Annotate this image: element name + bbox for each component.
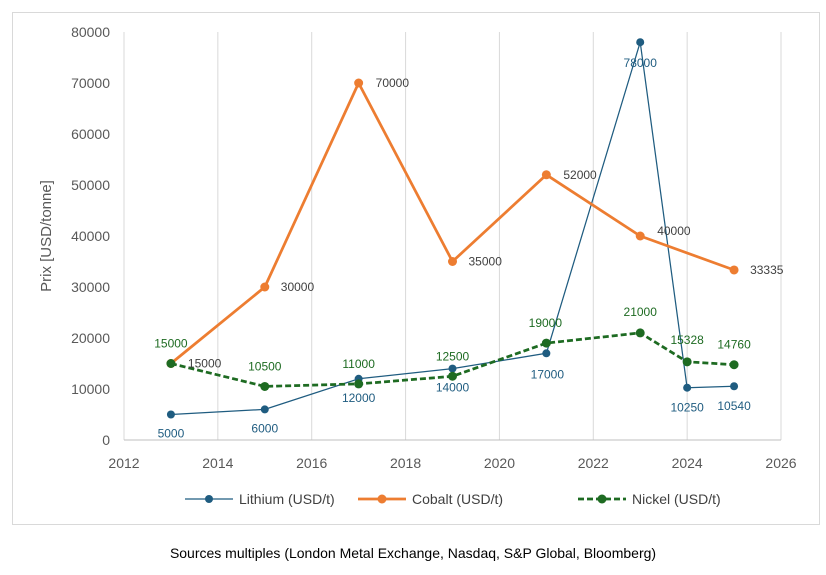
data-label: 52000 xyxy=(563,168,597,182)
data-point xyxy=(448,257,457,266)
x-tick-label: 2014 xyxy=(202,455,233,471)
legend-swatch-marker xyxy=(377,494,387,504)
data-label: 14760 xyxy=(717,338,751,352)
series-line xyxy=(170,331,735,388)
x-tick-label: 2026 xyxy=(765,455,796,471)
data-label: 10250 xyxy=(670,401,704,415)
legend-label: Cobalt (USD/t) xyxy=(412,491,503,507)
x-tick-label: 2016 xyxy=(296,455,327,471)
data-label-layer: 5000 6000 12000 14000 17000 78000 10250 10540 15… xyxy=(154,56,784,440)
data-label: 15000 xyxy=(188,357,222,371)
data-label: 70000 xyxy=(376,76,410,90)
data-point xyxy=(542,349,551,358)
y-tick-label: 50000 xyxy=(71,177,110,193)
legend-label: Lithium (USD/t) xyxy=(239,491,335,507)
y-tick-label: 0 xyxy=(102,432,110,448)
data-point xyxy=(166,359,176,368)
data-label: 15328 xyxy=(670,333,704,347)
data-point xyxy=(729,360,739,370)
legend-item: Lithium (USD/t) xyxy=(185,491,335,507)
y-tick-label: 20000 xyxy=(71,330,110,346)
legend-item: Nickel (USD/t) xyxy=(578,491,721,507)
data-label: 78000 xyxy=(624,56,658,70)
data-point xyxy=(354,78,364,88)
x-tick-label: 2022 xyxy=(578,455,609,471)
data-label: 15000 xyxy=(154,337,188,351)
x-tick-label: 2018 xyxy=(390,455,421,471)
data-point xyxy=(636,38,645,47)
legend-label: Nickel (USD/t) xyxy=(632,491,721,507)
data-label: 40000 xyxy=(657,224,691,238)
data-point xyxy=(260,282,270,292)
data-label: 12500 xyxy=(436,349,470,363)
x-tick-label: 2020 xyxy=(484,455,515,471)
data-label: 14000 xyxy=(436,381,470,395)
data-point xyxy=(260,405,269,414)
data-label: 12000 xyxy=(342,391,376,405)
x-tick-label: 2012 xyxy=(108,455,139,471)
series-layer xyxy=(166,38,739,419)
data-point xyxy=(729,265,739,275)
data-label: 5000 xyxy=(158,427,185,441)
chart-caption: Sources multiples (London Metal Exchange… xyxy=(169,545,657,561)
data-label: 17000 xyxy=(531,367,565,381)
legend-item: Cobalt (USD/t) xyxy=(358,491,503,507)
data-label: 6000 xyxy=(251,421,278,435)
y-tick-label: 10000 xyxy=(71,381,110,397)
axis-layer: 2012 2014 2016 2018 2020 2022 2024 2026 0 10000 20… xyxy=(71,24,797,471)
data-label: 35000 xyxy=(469,255,503,269)
data-point xyxy=(541,170,551,180)
data-point xyxy=(683,383,692,392)
data-label: 19000 xyxy=(529,316,563,330)
data-label: 10500 xyxy=(248,359,282,373)
x-tick-label: 2024 xyxy=(672,455,703,471)
data-point xyxy=(541,338,551,348)
chart-frame: 2012 2014 2016 2018 2020 2022 2024 2026 0 10000 20… xyxy=(12,12,820,525)
y-tick-label: 40000 xyxy=(71,228,110,244)
line-chart: 2012 2014 2016 2018 2020 2022 2024 2026 0 10000 20… xyxy=(38,24,797,507)
y-tick-label: 80000 xyxy=(71,24,110,40)
legend-swatch-marker xyxy=(205,495,213,503)
y-axis-title: Prix [USD/tonne] xyxy=(38,180,55,292)
data-point xyxy=(448,364,457,373)
data-point xyxy=(635,328,645,338)
data-point xyxy=(260,381,270,391)
legend-swatch-marker xyxy=(597,494,607,504)
y-tick-label: 70000 xyxy=(71,75,110,91)
data-point xyxy=(166,410,175,419)
legend: Lithium (USD/t) Cobalt (USD/t) Nickel (USD… xyxy=(185,491,721,507)
y-tick-label: 30000 xyxy=(71,279,110,295)
data-label: 33335 xyxy=(750,263,784,277)
data-point xyxy=(635,231,645,241)
grid-layer xyxy=(123,32,782,440)
data-point xyxy=(448,371,457,381)
data-point xyxy=(682,357,692,367)
data-label: 30000 xyxy=(281,280,315,294)
series-line xyxy=(170,81,735,365)
data-label: 10540 xyxy=(717,399,751,413)
data-label: 21000 xyxy=(624,305,658,319)
data-point xyxy=(730,382,739,391)
data-label: 11000 xyxy=(342,357,375,371)
y-tick-label: 60000 xyxy=(71,126,110,142)
data-point xyxy=(354,379,364,389)
